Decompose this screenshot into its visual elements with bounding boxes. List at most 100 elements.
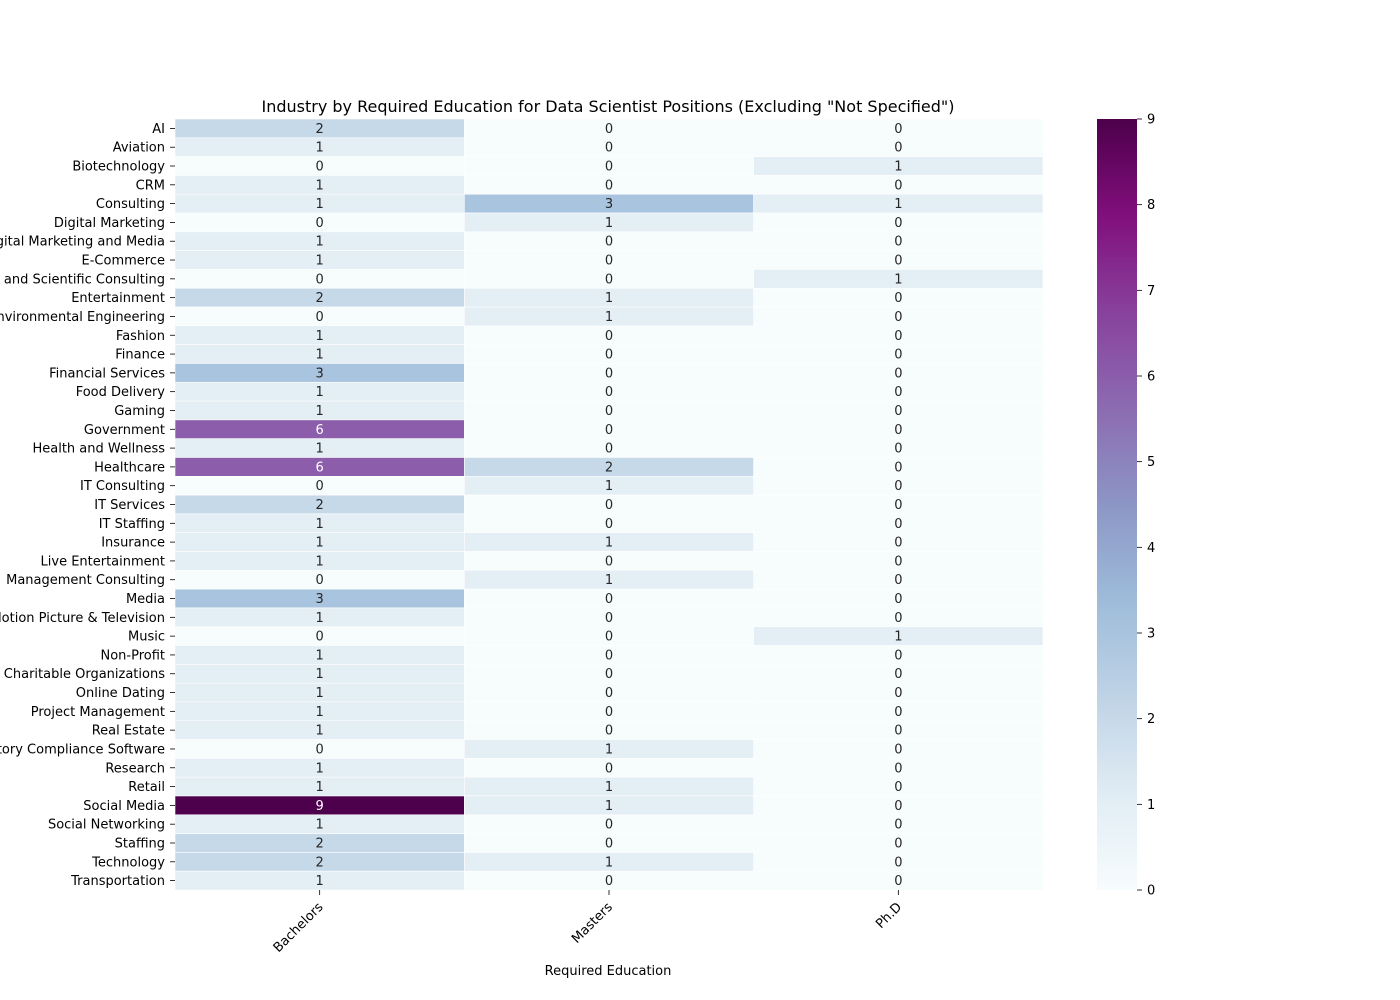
y-tick-label: Gaming: [114, 404, 165, 419]
cell-value-label: 0: [605, 724, 613, 739]
cell-value-label: 0: [605, 836, 613, 851]
cell-value-label: 0: [605, 122, 613, 137]
cell-value-label: 1: [316, 724, 324, 739]
cell-value-label: 1: [316, 235, 324, 250]
cell-value-label: 2: [316, 291, 324, 306]
cell-value-label: 0: [605, 818, 613, 833]
cell-value-label: 0: [605, 517, 613, 532]
cell-value-label: 0: [894, 517, 902, 532]
colorbar-tick-label: 9: [1147, 113, 1155, 128]
cell-value-label: 0: [894, 366, 902, 381]
heatmap-cells: 2 0 0 1 0 0 0 0 1 1 0 0 1 3 1 0 1 0 1 0 0 1 0 0 0 0 1 2 1 0 0 1 0 1 0 0 1 0 0 3…: [174, 118, 1044, 891]
cell-value-label: 0: [894, 423, 902, 438]
y-tick-label: Digital Marketing: [54, 216, 165, 231]
cell-value-label: 1: [605, 536, 613, 551]
cell-value-label: 0: [894, 611, 902, 626]
cell-value-label: 1: [894, 197, 902, 212]
y-tick-label: Management Consulting: [6, 573, 165, 588]
cell-value-label: 0: [605, 423, 613, 438]
cell-value-label: 0: [894, 592, 902, 607]
y-tick-label: CRM: [136, 178, 165, 193]
y-tick-label: Social Networking: [48, 818, 165, 833]
cell-value-label: 0: [316, 742, 324, 757]
y-tick-label: Insurance: [101, 536, 165, 551]
cell-value-label: 0: [894, 404, 902, 419]
y-tick-label: Research: [105, 761, 165, 776]
cell-value-label: 1: [605, 573, 613, 588]
y-tick-label: Finance: [115, 348, 165, 363]
cell-value-label: 1: [316, 385, 324, 400]
cell-value-label: 1: [316, 818, 324, 833]
cell-value-label: 0: [316, 630, 324, 645]
cell-value-label: 0: [605, 442, 613, 457]
cell-value-label: 0: [605, 630, 613, 645]
cell-value-label: 1: [316, 329, 324, 344]
cell-value-label: 1: [316, 254, 324, 269]
y-tick-label: Entertainment: [71, 291, 165, 306]
cell-value-label: 0: [894, 498, 902, 513]
cell-value-label: 0: [316, 310, 324, 325]
cell-value-label: 1: [316, 442, 324, 457]
y-tick-label: Live Entertainment: [41, 554, 165, 569]
y-tick-label: Technology: [91, 855, 165, 870]
y-tick-label: AI: [152, 122, 165, 137]
y-tick-label: Engineering and Scientific Consulting: [0, 272, 165, 287]
cell-value-label: 0: [894, 686, 902, 701]
colorbar-tick-label: 8: [1147, 198, 1155, 213]
cell-value-label: 0: [605, 761, 613, 776]
cell-value-label: 0: [605, 272, 613, 287]
cell-value-label: 0: [605, 348, 613, 363]
colorbar-tick-label: 0: [1147, 884, 1155, 899]
cell-value-label: 0: [605, 648, 613, 663]
cell-value-label: 1: [605, 855, 613, 870]
cell-value-label: 0: [605, 874, 613, 889]
cell-value-label: 0: [605, 611, 613, 626]
cell-value-label: 6: [316, 460, 324, 475]
x-tick-label: Bachelors: [271, 900, 327, 956]
cell-value-label: 1: [316, 197, 324, 212]
y-tick-label: Fashion: [116, 329, 165, 344]
y-tick-label: IT Staffing: [99, 517, 165, 532]
cell-value-label: 9: [316, 799, 324, 814]
cell-value-label: 1: [316, 348, 324, 363]
cell-value-label: 0: [894, 442, 902, 457]
cell-value-label: 0: [894, 122, 902, 137]
cell-value-label: 1: [316, 554, 324, 569]
cell-value-label: 1: [316, 178, 324, 193]
cell-value-label: 1: [605, 799, 613, 814]
colorbar-tick-label: 2: [1147, 712, 1155, 727]
cell-value-label: 1: [316, 404, 324, 419]
cell-value-label: 0: [894, 667, 902, 682]
cell-value-label: 1: [316, 761, 324, 776]
cell-value-label: 0: [894, 141, 902, 156]
cell-value-label: 0: [894, 648, 902, 663]
cell-value-label: 1: [894, 630, 902, 645]
cell-value-label: 1: [605, 216, 613, 231]
cell-value-label: 0: [605, 385, 613, 400]
y-tick-label: Food Delivery: [76, 385, 166, 400]
colorbar-tick-label: 5: [1147, 455, 1155, 470]
cell-value-label: 0: [605, 254, 613, 269]
cell-value-label: 0: [316, 479, 324, 494]
cell-value-label: 0: [894, 460, 902, 475]
y-tick-label: Media: [126, 592, 165, 607]
cell-value-label: 0: [605, 235, 613, 250]
cell-value-label: 1: [894, 160, 902, 175]
cell-value-label: 0: [894, 178, 902, 193]
x-tick-label: Masters: [569, 900, 616, 947]
cell-value-label: 0: [605, 178, 613, 193]
colorbar-tick-label: 1: [1147, 798, 1155, 813]
cell-value-label: 1: [316, 686, 324, 701]
cell-value-label: 0: [605, 592, 613, 607]
cell-value-label: 1: [605, 291, 613, 306]
cell-value-label: 1: [316, 705, 324, 720]
cell-value-label: 0: [605, 686, 613, 701]
y-tick-label: Non-Profit Charitable Organizations: [0, 667, 165, 682]
cell-value-label: 0: [605, 329, 613, 344]
colorbar: 0 1 2 3 4 5 6 7 8 9: [1097, 113, 1155, 899]
cell-value-label: 1: [316, 667, 324, 682]
y-tick-label: Social Media: [83, 799, 165, 814]
cell-value-label: 0: [894, 348, 902, 363]
y-tick-label: IT Services: [94, 498, 165, 513]
cell-value-label: 2: [316, 836, 324, 851]
